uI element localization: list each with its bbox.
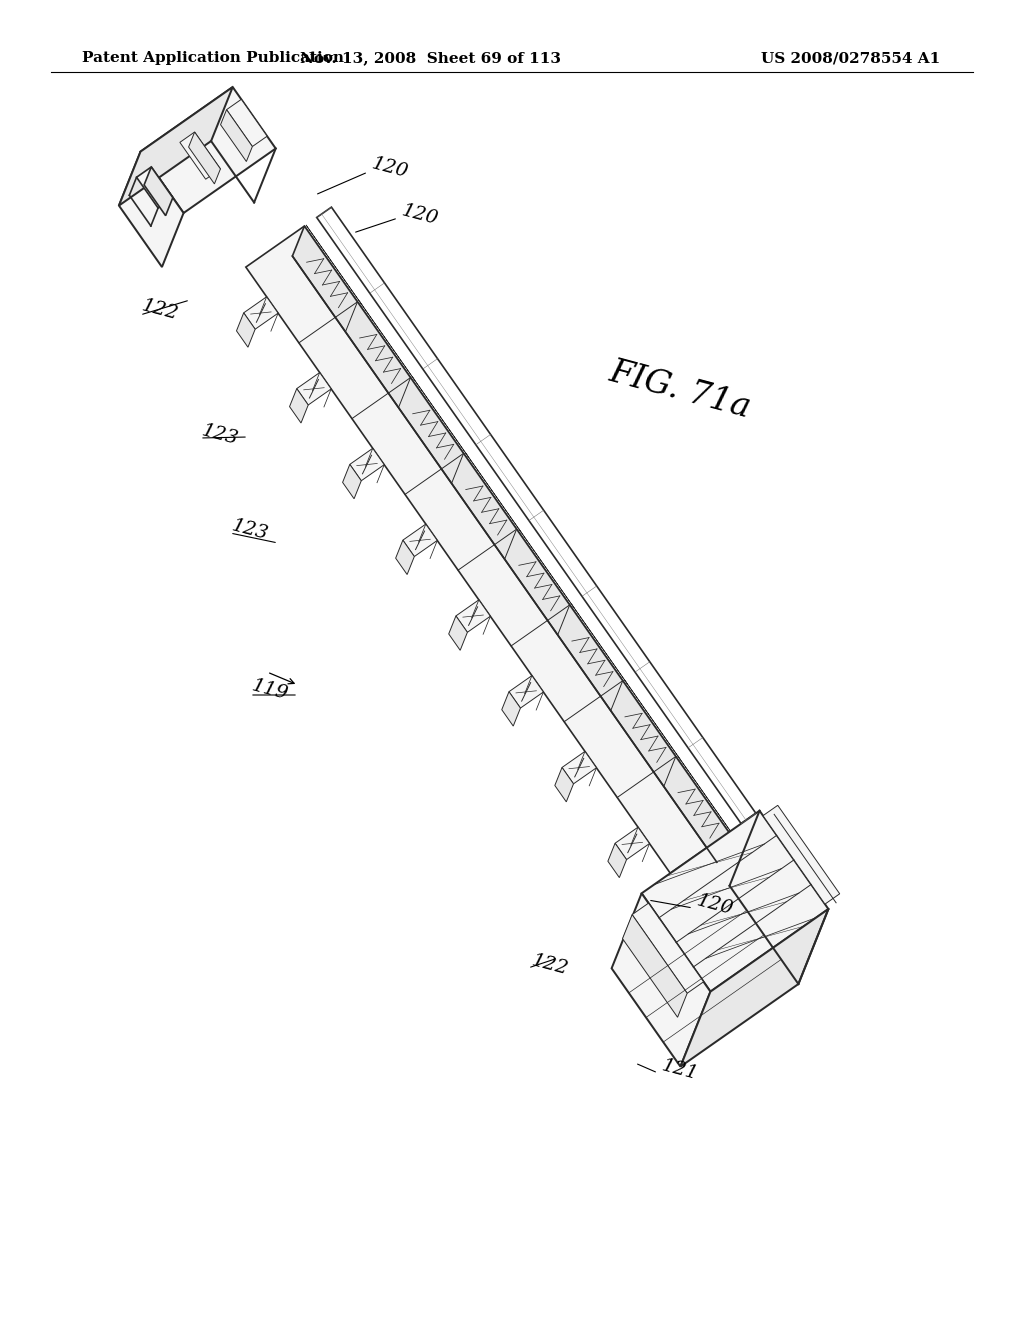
Polygon shape — [763, 805, 840, 904]
Polygon shape — [449, 616, 467, 651]
Polygon shape — [502, 692, 520, 726]
Polygon shape — [465, 453, 521, 532]
Polygon shape — [680, 909, 828, 1067]
Polygon shape — [678, 755, 733, 836]
Text: 120: 120 — [400, 202, 440, 228]
Polygon shape — [293, 226, 729, 862]
Text: 123: 123 — [200, 421, 241, 449]
Polygon shape — [220, 110, 252, 161]
Text: 122: 122 — [140, 297, 180, 323]
Polygon shape — [615, 828, 649, 859]
Polygon shape — [518, 528, 574, 609]
Text: US 2008/0278554 A1: US 2008/0278554 A1 — [761, 51, 940, 65]
Polygon shape — [180, 132, 220, 180]
Polygon shape — [140, 87, 275, 213]
Polygon shape — [226, 99, 267, 147]
Text: 120: 120 — [695, 891, 735, 919]
Polygon shape — [290, 388, 308, 422]
Polygon shape — [608, 843, 627, 878]
Polygon shape — [509, 676, 544, 708]
Polygon shape — [623, 915, 687, 1018]
Polygon shape — [144, 166, 173, 215]
Text: FIG. 71a: FIG. 71a — [606, 356, 755, 424]
Text: 123: 123 — [230, 516, 270, 544]
Polygon shape — [297, 372, 331, 405]
Polygon shape — [359, 301, 415, 381]
Polygon shape — [562, 751, 596, 784]
Polygon shape — [306, 224, 362, 305]
Text: Nov. 13, 2008  Sheet 69 of 113: Nov. 13, 2008 Sheet 69 of 113 — [299, 51, 560, 65]
Polygon shape — [555, 767, 573, 801]
Polygon shape — [456, 599, 490, 632]
Polygon shape — [571, 603, 628, 684]
Polygon shape — [412, 376, 468, 457]
Polygon shape — [237, 313, 255, 347]
Polygon shape — [246, 226, 729, 874]
Text: 120: 120 — [370, 154, 411, 181]
Polygon shape — [136, 166, 173, 209]
Polygon shape — [632, 903, 703, 993]
Polygon shape — [119, 87, 232, 206]
Text: 121: 121 — [660, 1056, 700, 1084]
Text: Patent Application Publication: Patent Application Publication — [82, 51, 344, 65]
Text: 122: 122 — [530, 952, 570, 978]
Polygon shape — [350, 449, 384, 480]
Polygon shape — [343, 465, 361, 499]
Polygon shape — [316, 207, 756, 824]
Polygon shape — [642, 810, 828, 991]
Polygon shape — [625, 680, 680, 760]
Polygon shape — [611, 894, 711, 1067]
Polygon shape — [188, 132, 220, 183]
Text: 119: 119 — [250, 677, 291, 704]
Polygon shape — [402, 524, 437, 557]
Polygon shape — [244, 297, 279, 329]
Polygon shape — [119, 152, 183, 267]
Polygon shape — [395, 540, 415, 574]
